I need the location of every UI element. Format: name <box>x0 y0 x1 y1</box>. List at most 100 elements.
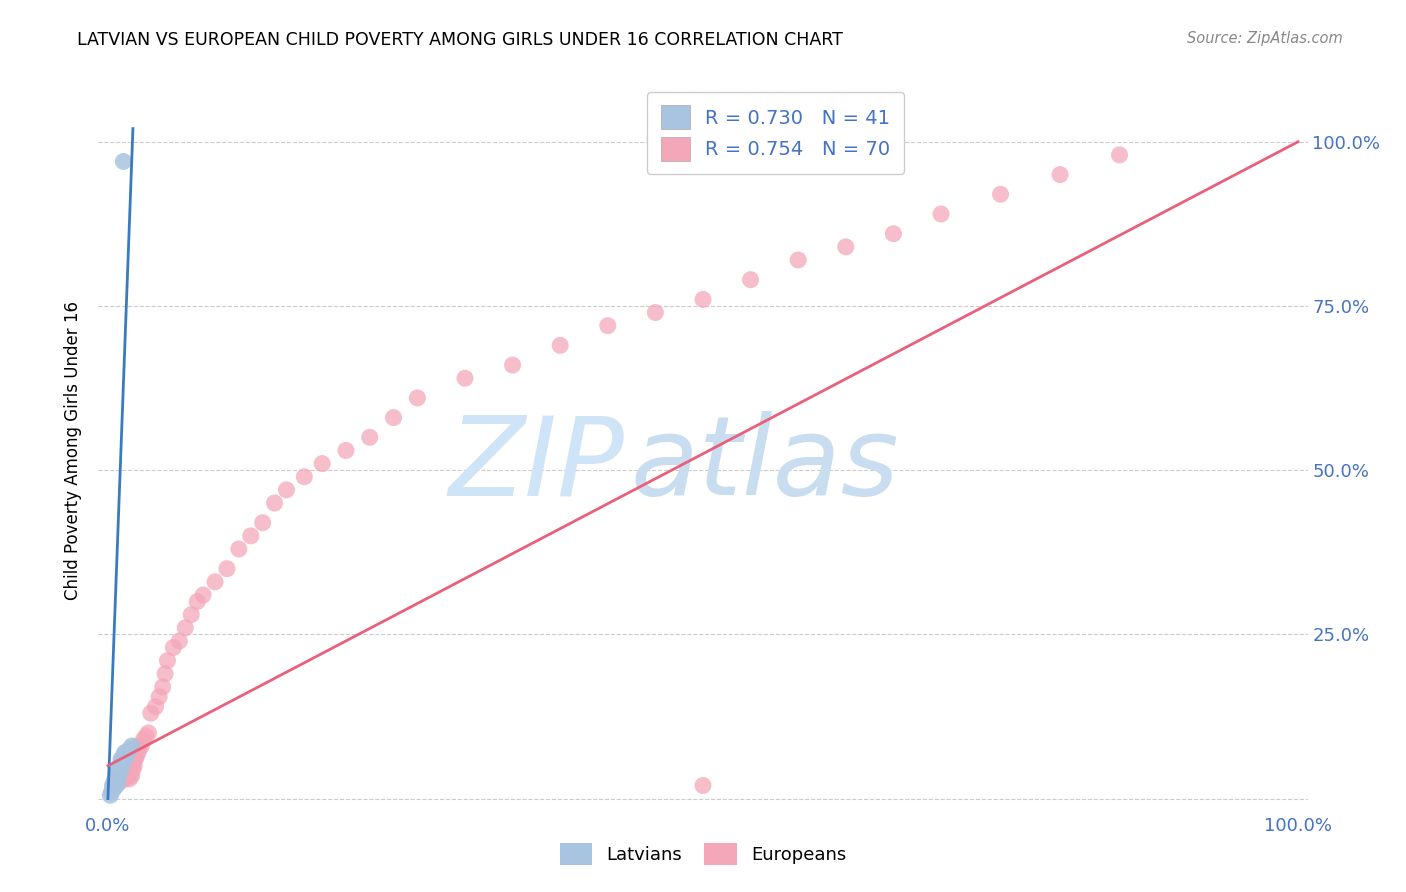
Point <box>112 769 135 783</box>
Point <box>111 772 134 786</box>
Point <box>107 765 129 780</box>
Point <box>644 305 666 319</box>
Point <box>100 785 122 799</box>
Point <box>108 758 131 772</box>
Point <box>114 748 136 763</box>
Point <box>122 752 145 766</box>
Point <box>104 775 127 789</box>
Point <box>740 273 762 287</box>
Point <box>118 742 141 756</box>
Point <box>125 748 148 763</box>
Point <box>191 588 214 602</box>
Point <box>114 746 136 760</box>
Text: atlas: atlas <box>630 411 898 518</box>
Point <box>145 699 167 714</box>
Point <box>118 765 141 780</box>
Point <box>107 775 129 789</box>
Text: LATVIAN VS EUROPEAN CHILD POVERTY AMONG GIRLS UNDER 16 CORRELATION CHART: LATVIAN VS EUROPEAN CHILD POVERTY AMONG … <box>77 31 844 49</box>
Point <box>105 769 128 783</box>
Point <box>112 748 135 763</box>
Point <box>117 769 139 783</box>
Point <box>1108 148 1130 162</box>
Point <box>104 775 127 789</box>
Point <box>105 775 128 789</box>
Point <box>108 775 131 789</box>
Point <box>101 781 124 796</box>
Point <box>104 775 127 789</box>
Point <box>101 779 124 793</box>
Point <box>127 739 149 753</box>
Point <box>120 762 142 776</box>
Point <box>122 762 145 776</box>
Point <box>107 772 129 786</box>
Text: ZIP: ZIP <box>449 411 624 518</box>
Point <box>105 772 128 786</box>
Point <box>156 654 179 668</box>
Point <box>129 739 152 753</box>
Point <box>276 483 298 497</box>
Point <box>107 765 129 780</box>
Legend: Latvians, Europeans: Latvians, Europeans <box>553 836 853 872</box>
Point <box>169 634 191 648</box>
Point <box>104 772 127 786</box>
Point <box>548 338 571 352</box>
Point <box>110 762 132 776</box>
Point <box>292 469 315 483</box>
Point <box>114 752 136 766</box>
Point <box>835 240 858 254</box>
Point <box>107 769 129 783</box>
Point <box>127 746 149 760</box>
Point <box>311 457 333 471</box>
Point <box>153 666 176 681</box>
Point <box>103 781 125 796</box>
Point <box>107 769 129 783</box>
Point <box>252 516 274 530</box>
Point <box>118 772 141 786</box>
Point <box>359 430 381 444</box>
Point <box>111 756 134 770</box>
Point <box>692 779 714 793</box>
Point <box>105 766 128 780</box>
Point <box>138 726 160 740</box>
Point <box>121 739 143 753</box>
Point <box>335 443 357 458</box>
Point <box>108 765 131 780</box>
Point <box>128 742 150 756</box>
Point <box>929 207 952 221</box>
Point <box>1049 168 1071 182</box>
Point <box>103 779 125 793</box>
Point <box>101 779 124 793</box>
Point <box>104 779 127 793</box>
Point <box>135 729 157 743</box>
Point <box>110 752 132 766</box>
Point <box>124 752 146 766</box>
Point <box>174 621 197 635</box>
Point <box>382 410 405 425</box>
Point <box>787 252 810 267</box>
Point <box>152 680 174 694</box>
Point <box>114 772 136 786</box>
Point <box>454 371 477 385</box>
Legend: R = 0.730   N = 41, R = 0.754   N = 70: R = 0.730 N = 41, R = 0.754 N = 70 <box>647 92 904 174</box>
Point <box>107 772 129 786</box>
Point <box>139 706 162 721</box>
Text: Source: ZipAtlas.com: Source: ZipAtlas.com <box>1187 31 1343 46</box>
Point <box>105 775 128 789</box>
Point <box>115 746 138 760</box>
Point <box>105 779 128 793</box>
Point <box>502 358 524 372</box>
Point <box>108 762 131 776</box>
Point <box>148 690 170 704</box>
Point <box>98 789 121 803</box>
Point <box>107 762 129 776</box>
Point <box>132 732 155 747</box>
Point <box>103 775 125 789</box>
Point <box>239 529 262 543</box>
Point <box>110 772 132 786</box>
Point <box>112 154 135 169</box>
Point <box>882 227 904 241</box>
Point <box>107 773 129 788</box>
Point <box>111 752 134 766</box>
Point <box>406 391 429 405</box>
Point <box>692 293 714 307</box>
